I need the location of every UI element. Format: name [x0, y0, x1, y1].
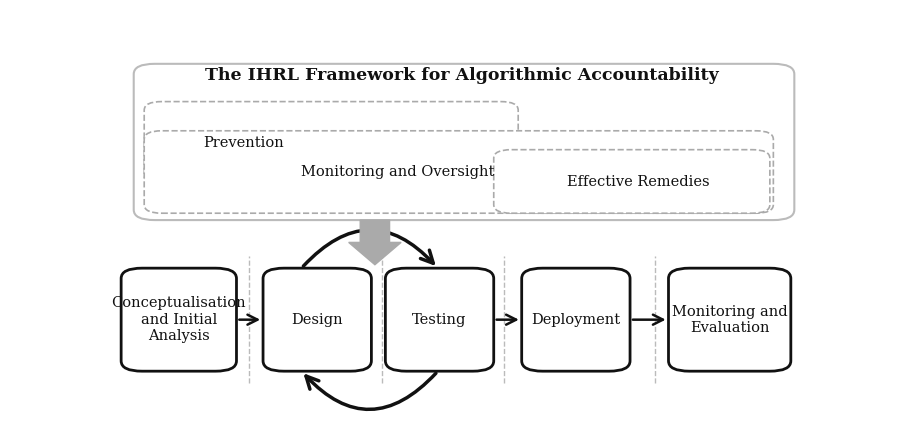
FancyBboxPatch shape — [144, 131, 773, 213]
FancyBboxPatch shape — [385, 268, 493, 371]
FancyBboxPatch shape — [263, 268, 372, 371]
Text: Prevention: Prevention — [204, 136, 284, 150]
Text: Effective Remedies: Effective Remedies — [567, 175, 710, 189]
FancyBboxPatch shape — [521, 268, 630, 371]
Text: Conceptualisation
and Initial
Analysis: Conceptualisation and Initial Analysis — [112, 297, 246, 343]
FancyBboxPatch shape — [668, 268, 791, 371]
Text: The IHRL Framework for Algorithmic Accountability: The IHRL Framework for Algorithmic Accou… — [206, 67, 719, 84]
Text: Monitoring and Oversight: Monitoring and Oversight — [301, 165, 495, 179]
FancyBboxPatch shape — [121, 268, 236, 371]
FancyBboxPatch shape — [133, 64, 795, 220]
Text: Design: Design — [291, 313, 343, 326]
Text: Testing: Testing — [412, 313, 466, 326]
Text: Deployment: Deployment — [531, 313, 621, 326]
FancyArrow shape — [349, 220, 401, 265]
Text: Monitoring and
Evaluation: Monitoring and Evaluation — [672, 305, 787, 335]
FancyBboxPatch shape — [493, 150, 770, 213]
FancyBboxPatch shape — [144, 102, 519, 184]
